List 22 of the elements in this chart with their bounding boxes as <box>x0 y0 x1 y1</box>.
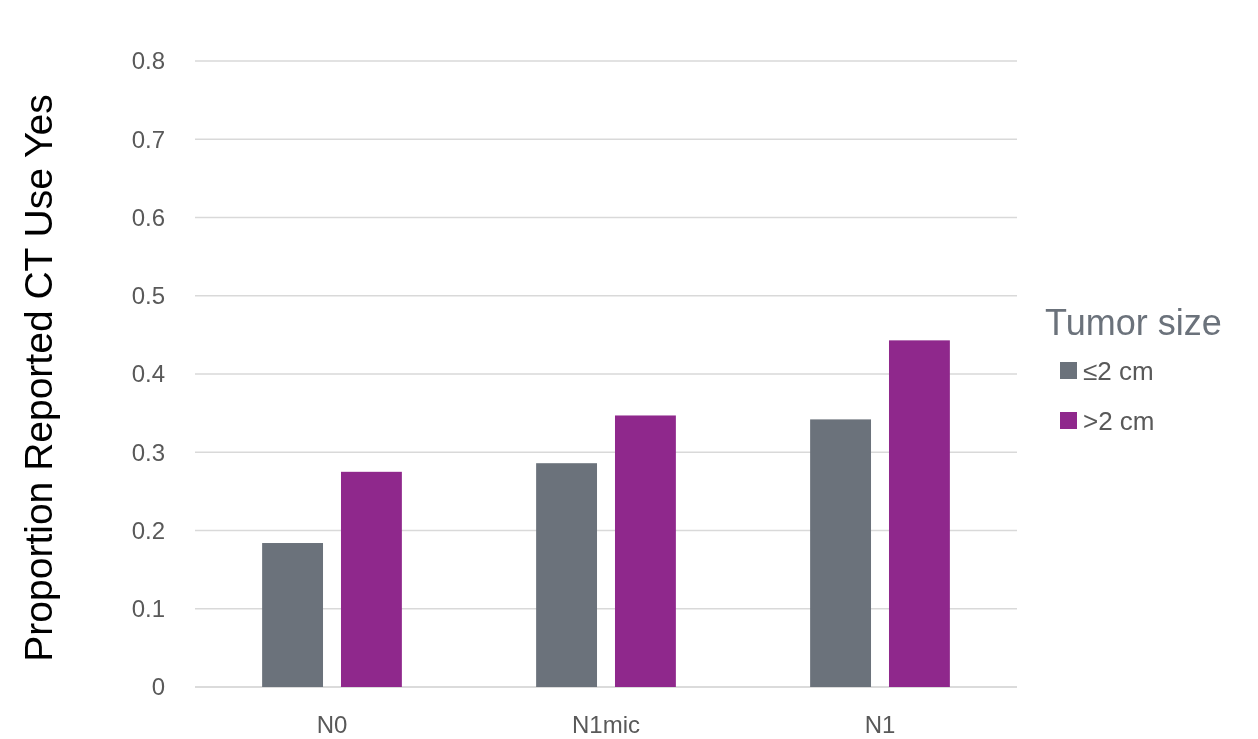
y-tick-label: 0.7 <box>131 125 165 153</box>
y-tick-label: 0 <box>151 673 165 701</box>
legend-title: Tumor size <box>1045 302 1222 343</box>
bar <box>810 419 872 687</box>
bar <box>614 415 676 687</box>
bar <box>536 463 598 687</box>
x-tick-label: N1 <box>864 711 896 739</box>
y-tick-label: 0.5 <box>131 282 165 310</box>
x-tick-label: N1mic <box>571 711 641 739</box>
y-tick-label: 0.6 <box>131 203 165 231</box>
y-tick-label: 0.3 <box>131 438 165 466</box>
y-tick-label: 0.2 <box>131 516 165 544</box>
y-axis-title: Proportion Reported CT Use Yes <box>17 94 60 662</box>
y-tick-label: 0.1 <box>131 595 165 623</box>
y-tick-label: 0.4 <box>131 360 165 388</box>
y-tick-label: 0.8 <box>131 47 165 75</box>
bar <box>340 471 402 687</box>
bar <box>888 340 950 687</box>
x-tick-label: N0 <box>316 711 348 739</box>
legend-label: ≤2 cm <box>1083 356 1154 387</box>
legend-label: >2 cm <box>1083 406 1155 437</box>
bar <box>262 543 324 687</box>
